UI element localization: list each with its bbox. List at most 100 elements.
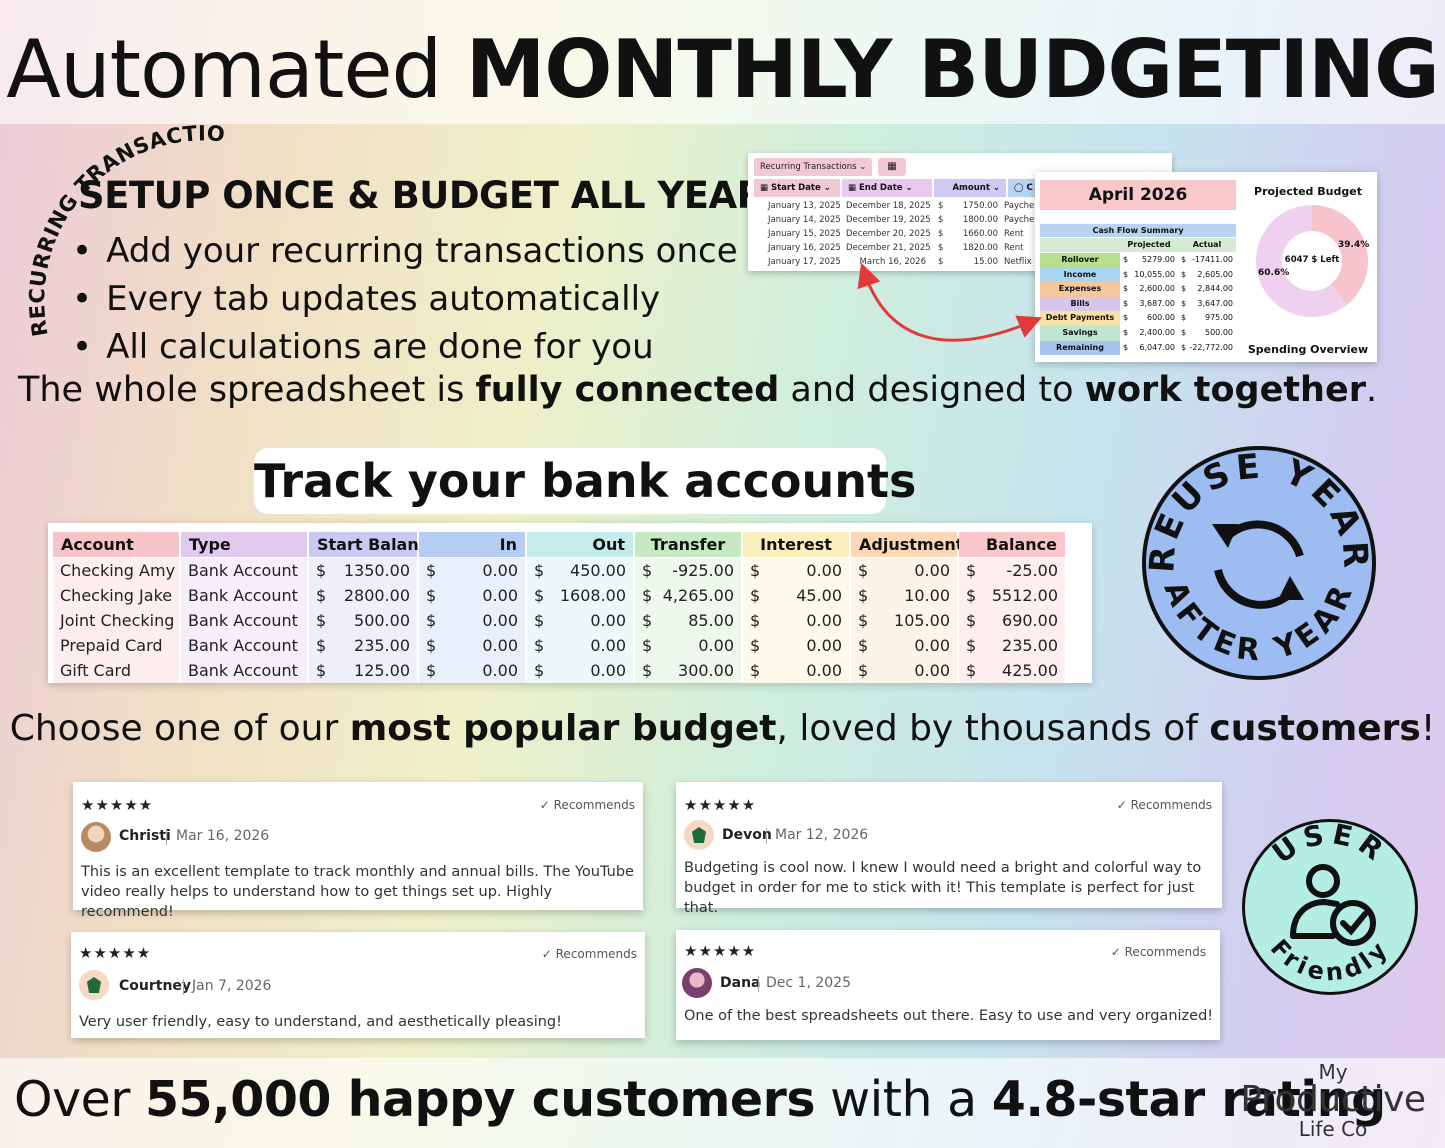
- actual-cell: $975.00: [1178, 311, 1236, 326]
- category-cell: Rent: [1004, 229, 1024, 239]
- review-card: ★★★★★ ✓ Recommends Courtney Jan 7, 2026 …: [71, 932, 645, 1038]
- currency-symbol: $: [1123, 298, 1129, 308]
- actual-cell: $2,605.00: [1178, 268, 1236, 283]
- start-date-cell: January 14, 2025: [768, 215, 840, 225]
- bank-value: 0.00: [806, 561, 842, 580]
- review-card: ★★★★★ ✓ Recommends Dana Dec 1, 2025 One …: [676, 930, 1220, 1040]
- currency-symbol: $: [1123, 313, 1129, 323]
- bank-value: 1608.00: [559, 586, 626, 605]
- rating-stars: ★★★★★: [81, 796, 154, 814]
- bank-cell-type: Bank Account: [181, 608, 309, 633]
- currency-symbol: $: [426, 611, 437, 630]
- end-date-cell: March 16, 2026: [859, 257, 926, 267]
- bank-column-header[interactable]: Start Balance: [309, 532, 439, 557]
- recommends-label: ✓ Recommends: [539, 798, 635, 812]
- rating-stars: ★★★★★: [79, 944, 152, 962]
- currency-symbol: $: [534, 561, 545, 580]
- recurring-row: January 13, 2025 December 18, 2025 $1750.0…: [754, 199, 1172, 213]
- feature-list: Add your recurring transactions once Eve…: [72, 227, 738, 371]
- review-text: Budgeting is cool now. I knew I would ne…: [684, 860, 1202, 916]
- cash-flow-label: Expenses: [1040, 282, 1120, 297]
- projected-cell: $6,047.00: [1120, 341, 1178, 356]
- currency-symbol: $: [1181, 342, 1187, 352]
- bank-column-header[interactable]: Account: [53, 532, 181, 557]
- bank-cell-transfer: $0.00: [635, 633, 743, 658]
- currency-symbol: $: [534, 586, 545, 605]
- bank-column-header[interactable]: In: [419, 532, 527, 557]
- bank-cell-out: $0.00: [527, 658, 635, 683]
- amount-cell: 1820.00: [962, 243, 998, 253]
- brand-logo: My Productive Life Co: [1238, 1062, 1428, 1142]
- bank-column-header[interactable]: Transfer: [635, 532, 743, 557]
- bank-value: 0.00: [806, 636, 842, 655]
- currency-symbol: $: [966, 611, 977, 630]
- bank-column-header[interactable]: Balance: [959, 532, 1067, 557]
- connection-arrow-icon: [857, 262, 1043, 342]
- bank-value: 10.00: [904, 586, 950, 605]
- bank-column-header[interactable]: Out: [527, 532, 635, 557]
- divider: [758, 976, 759, 992]
- rating-stars: ★★★★★: [684, 942, 757, 960]
- sheet-icon[interactable]: ▦: [878, 158, 906, 176]
- recurring-tab[interactable]: Recurring Transactions ⌄: [754, 158, 873, 176]
- currency-symbol: $: [426, 561, 437, 580]
- currency-cell: $: [938, 257, 944, 267]
- currency-symbol: $: [750, 636, 761, 655]
- actual-cell: $3,647.00: [1178, 297, 1236, 312]
- review-text: Very user friendly, easy to understand, …: [79, 1014, 562, 1030]
- actual-value: 2,605.00: [1197, 269, 1233, 279]
- cash-flow-row: Income $10,055.00 $2,605.00: [1040, 267, 1236, 283]
- projected-value: 10,055.00: [1134, 269, 1175, 279]
- cash-flow-title: Cash Flow Summary: [1040, 224, 1236, 237]
- bank-value: 690.00: [1002, 611, 1058, 630]
- bank-column-header[interactable]: Type: [181, 532, 309, 557]
- cash-flow-row: Rollover $5279.00 $ -17411.00: [1040, 253, 1236, 268]
- currency-cell: $: [938, 201, 944, 211]
- bank-cell-type: Bank Account: [181, 558, 309, 583]
- category-cell: Payche: [1004, 201, 1035, 211]
- bank-value: 0.00: [590, 636, 626, 655]
- projected-cell: $5279.00: [1120, 253, 1178, 268]
- currency-symbol: $: [534, 661, 545, 680]
- bank-cell-balance: $425.00: [959, 658, 1067, 683]
- currency-symbol: $: [426, 586, 437, 605]
- currency-symbol: $: [426, 661, 437, 680]
- reviewer-name: Courtney: [119, 978, 192, 994]
- projected-cell: $2,400.00: [1120, 326, 1178, 341]
- bank-cell-adjustment: $105.00: [851, 608, 959, 633]
- cash-flow-label: Bills: [1040, 296, 1120, 312]
- bank-column-header[interactable]: Adjustment: [851, 532, 963, 557]
- projected-cell: $10,055.00: [1120, 268, 1178, 283]
- cash-flow-label: Savings: [1040, 325, 1120, 341]
- currency-symbol: $: [858, 661, 869, 680]
- recommends-label: ✓ Recommends: [1116, 798, 1212, 812]
- bank-column-header[interactable]: Interest: [743, 532, 851, 557]
- reviewer-name: Dana: [720, 975, 761, 991]
- rating-stars: ★★★★★: [684, 796, 757, 814]
- bank-value: 0.00: [806, 611, 842, 630]
- bank-value: 0.00: [914, 661, 950, 680]
- avatar: [682, 968, 712, 998]
- category-cell: Rent: [1004, 243, 1024, 253]
- bank-cell-type: Bank Account: [181, 658, 309, 683]
- projected-value: 2,400.00: [1139, 327, 1175, 337]
- amount-cell: 1750.00: [962, 201, 998, 211]
- cash-flow-label: Debt Payments: [1040, 311, 1120, 326]
- feature-item: Every tab updates automatically: [72, 275, 738, 323]
- bank-cell-out: $0.00: [527, 633, 635, 658]
- logo-line: My: [1318, 1060, 1348, 1084]
- bank-accounts-heading: Track your bank accounts: [254, 448, 916, 514]
- amount-header[interactable]: Amount ⌄: [934, 179, 1006, 197]
- currency-symbol: $: [1123, 342, 1129, 352]
- slice-label: 60.6%: [1258, 268, 1290, 278]
- bank-cell-in: $0.00: [419, 583, 527, 608]
- bank-value: 1350.00: [343, 561, 410, 580]
- start-date-header[interactable]: ▦ Start Date ⌄: [754, 179, 840, 197]
- end-date-header[interactable]: ▦ End Date ⌄: [842, 179, 932, 197]
- popular-budget-statement: Choose one of our most popular budget, l…: [9, 708, 1436, 749]
- actual-header: Actual: [1178, 238, 1236, 252]
- budget-left-label: 6047 $ Left: [1284, 255, 1340, 265]
- currency-symbol: $: [426, 636, 437, 655]
- bank-value: 0.00: [482, 586, 518, 605]
- bank-cell-adjustment: $0.00: [851, 633, 959, 658]
